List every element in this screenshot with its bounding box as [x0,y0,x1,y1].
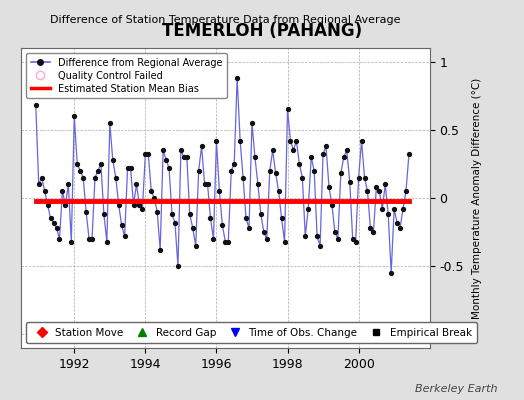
Text: Berkeley Earth: Berkeley Earth [416,384,498,394]
Legend: Station Move, Record Gap, Time of Obs. Change, Empirical Break: Station Move, Record Gap, Time of Obs. C… [26,322,477,343]
Y-axis label: Monthly Temperature Anomaly Difference (°C): Monthly Temperature Anomaly Difference (… [472,77,482,319]
Title: Difference of Station Temperature Data from Regional Average: Difference of Station Temperature Data f… [50,15,400,25]
Text: TEMERLOH (PAHANG): TEMERLOH (PAHANG) [162,22,362,40]
